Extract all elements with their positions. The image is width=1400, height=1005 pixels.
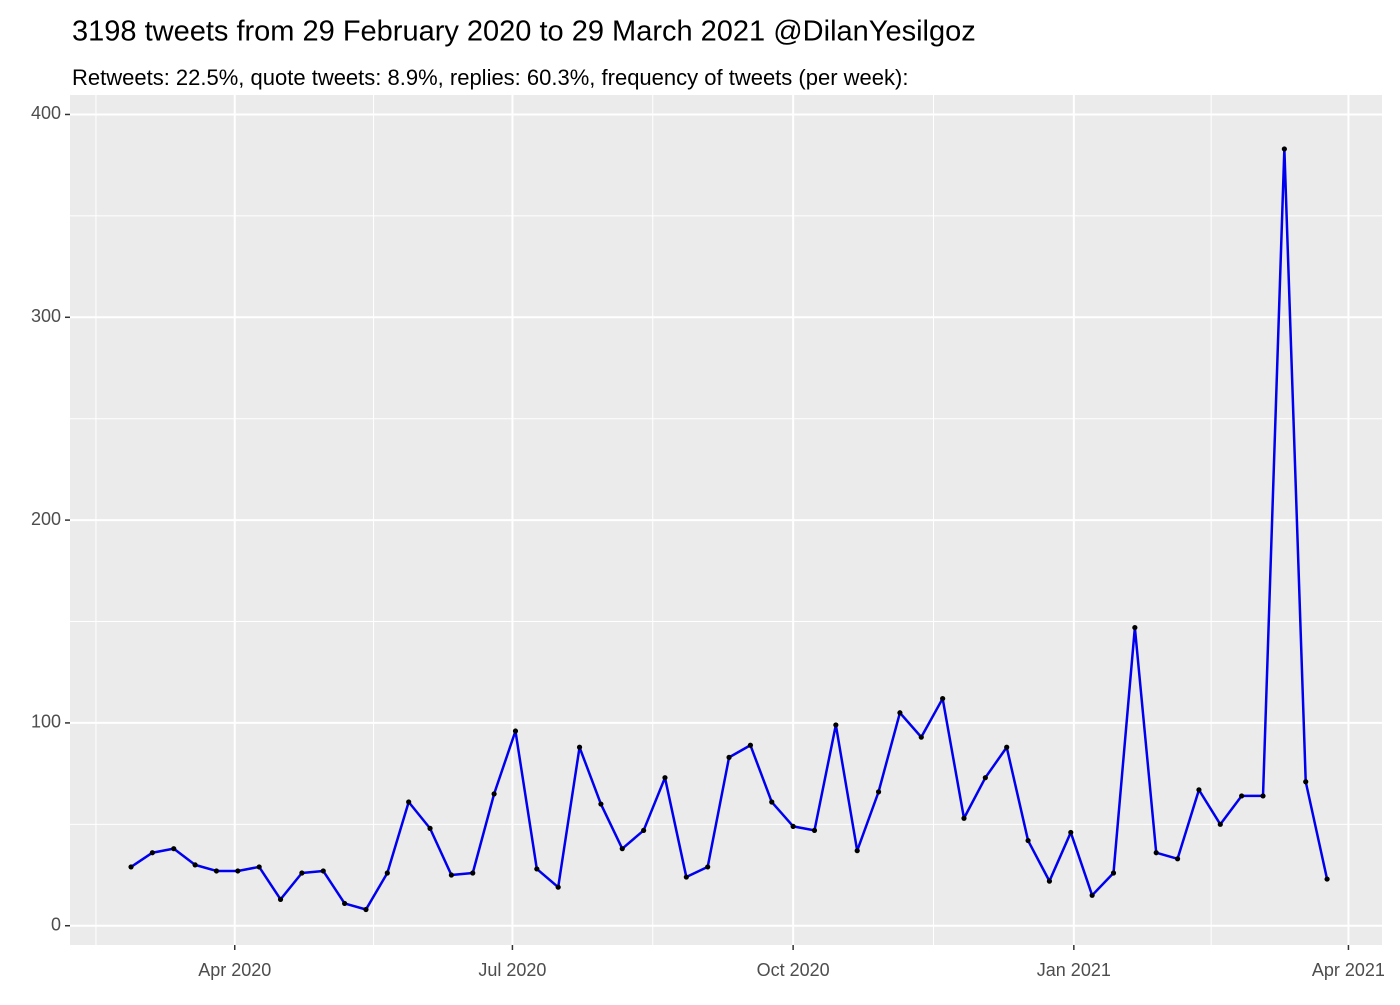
point	[128, 864, 134, 870]
point	[833, 722, 839, 728]
point	[512, 728, 519, 734]
point	[854, 848, 860, 854]
point	[491, 791, 497, 797]
point	[384, 870, 390, 876]
point	[1217, 821, 1223, 827]
point	[769, 799, 775, 805]
y-tick-label: 0	[51, 914, 61, 934]
point	[619, 846, 625, 852]
y-tick-label: 300	[31, 306, 61, 326]
point	[961, 815, 967, 821]
point	[149, 850, 155, 856]
point	[235, 868, 241, 874]
point	[1068, 829, 1074, 836]
point	[576, 744, 583, 750]
point	[427, 825, 433, 831]
point	[1239, 793, 1245, 799]
point	[726, 754, 732, 760]
point	[363, 906, 369, 913]
point	[1260, 793, 1266, 799]
point	[1025, 837, 1031, 844]
point	[641, 827, 647, 834]
point	[1324, 876, 1330, 882]
point	[406, 799, 412, 805]
y-tick-label: 200	[31, 509, 61, 529]
point	[1089, 892, 1095, 898]
point	[1110, 870, 1117, 876]
point	[555, 884, 561, 890]
point	[897, 710, 903, 716]
point	[342, 900, 348, 907]
point	[534, 866, 540, 872]
y-tick-label: 400	[31, 103, 61, 123]
y-tick-label: 100	[31, 712, 61, 732]
point	[213, 868, 220, 874]
point	[470, 870, 476, 876]
point	[1281, 146, 1287, 152]
point	[1046, 878, 1053, 884]
x-tick-label: Jan 2021	[1037, 960, 1111, 980]
point	[1132, 624, 1138, 631]
point	[1174, 856, 1181, 862]
point	[875, 789, 882, 795]
point	[448, 872, 454, 878]
point	[662, 775, 668, 781]
point	[683, 874, 689, 880]
point	[1004, 744, 1010, 750]
point	[790, 823, 796, 829]
point	[171, 846, 177, 852]
chart-subtitle: Retweets: 22.5%, quote tweets: 8.9%, rep…	[72, 65, 908, 90]
point	[320, 868, 326, 874]
point	[1196, 787, 1202, 793]
point	[705, 864, 711, 870]
point	[982, 775, 988, 781]
chart-title: 3198 tweets from 29 February 2020 to 29 …	[72, 16, 976, 48]
point	[299, 870, 305, 876]
point	[192, 862, 198, 868]
x-tick-label: Apr 2020	[198, 960, 271, 980]
point	[1153, 850, 1159, 856]
point	[811, 827, 818, 834]
x-tick-label: Oct 2020	[757, 960, 830, 980]
x-tick-label: Apr 2021	[1312, 960, 1385, 980]
point	[940, 695, 946, 702]
point	[747, 742, 754, 748]
point	[598, 801, 604, 807]
point	[1303, 779, 1309, 785]
point	[918, 734, 924, 740]
point	[256, 864, 262, 870]
point	[277, 896, 284, 902]
x-tick-label: Jul 2020	[478, 960, 546, 980]
